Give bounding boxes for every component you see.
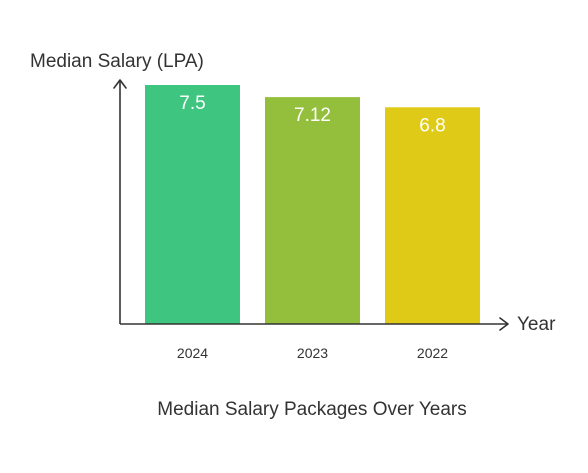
bar-2022 xyxy=(385,107,480,324)
bar-2024 xyxy=(145,85,240,324)
y-axis-arrow-icon xyxy=(113,79,127,89)
bar-2023 xyxy=(265,97,360,324)
x-tick-label-2024: 2024 xyxy=(177,345,208,361)
x-axis-label: Year xyxy=(517,314,556,335)
value-label-2022: 6.8 xyxy=(419,115,445,136)
x-axis-arrow-icon xyxy=(499,317,509,331)
value-label-2023: 7.12 xyxy=(294,105,331,126)
chart-title: Median Salary Packages Over Years xyxy=(157,399,466,420)
bars-layer xyxy=(145,85,480,324)
value-label-2024: 7.5 xyxy=(179,93,205,114)
y-axis-label: Median Salary (LPA) xyxy=(30,51,204,72)
axes-layer xyxy=(113,79,509,331)
x-tick-label-2023: 2023 xyxy=(297,345,328,361)
x-tick-label-2022: 2022 xyxy=(417,345,448,361)
labels-layer: 7.5 2024 7.12 2023 6.8 2022 xyxy=(177,93,448,361)
